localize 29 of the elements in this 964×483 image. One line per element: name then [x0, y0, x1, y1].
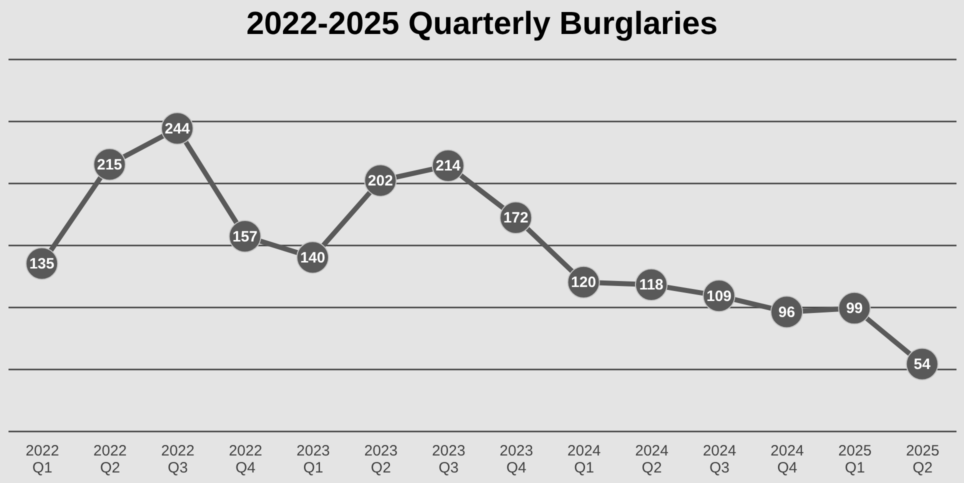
data-label: 96 [778, 304, 796, 321]
x-tick-label: 2024 Q2 [635, 442, 668, 476]
chart-title: 2022-2025 Quarterly Burglaries [246, 5, 718, 41]
x-tick-label: 2023 Q3 [432, 442, 466, 476]
data-label: 99 [846, 300, 863, 318]
x-tick-label: 2024 Q4 [770, 442, 804, 476]
x-tick-label: 2023 Q2 [364, 442, 398, 476]
x-tick-label: 2022 Q1 [26, 442, 60, 476]
data-label: 214 [436, 158, 462, 175]
data-label: 244 [164, 120, 190, 138]
data-label: 135 [29, 256, 54, 273]
x-tick-label: 2022 Q3 [161, 442, 194, 476]
data-label: 54 [914, 356, 932, 374]
data-label: 118 [639, 276, 664, 294]
data-label: 109 [706, 288, 732, 305]
data-label: 202 [368, 172, 393, 190]
x-tick-label: 2025 Q2 [906, 442, 940, 476]
x-tick-label: 2025 Q1 [838, 442, 872, 476]
data-label: 215 [97, 156, 122, 174]
x-tick-label: 2023 Q4 [500, 442, 534, 476]
data-label: 172 [503, 210, 528, 227]
data-label: 157 [232, 228, 258, 246]
data-label: 140 [300, 249, 326, 266]
x-tick-label: 2024 Q1 [567, 442, 601, 476]
data-label: 120 [571, 274, 596, 292]
x-tick-label: 2023 Q1 [296, 442, 330, 476]
x-tick-label: 2022 Q4 [228, 442, 262, 476]
x-tick-label: 2022 Q2 [93, 442, 127, 476]
x-tick-label: 2024 Q3 [702, 442, 736, 476]
